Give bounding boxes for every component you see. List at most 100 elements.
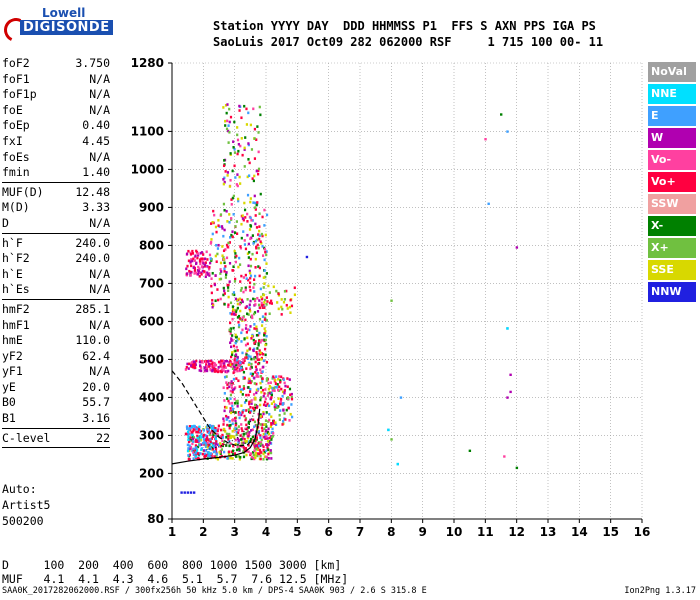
echo-pixel: [214, 442, 218, 446]
echo-pixel: [256, 358, 259, 362]
echo-pixel: [248, 361, 251, 365]
echo-pixel: [265, 425, 268, 428]
echo-pixel: [235, 232, 239, 236]
legend-item: NoVal: [648, 62, 696, 82]
echo-pixel: [211, 232, 214, 236]
parameter-row: hmF1 N/A: [2, 318, 110, 334]
echo-pixel: [221, 245, 224, 248]
echo-pixel: [236, 366, 239, 370]
echo-pixel: [229, 361, 232, 365]
echo-pixel: [279, 380, 282, 384]
echo-pixel: [255, 350, 258, 354]
echo-pixel: [246, 432, 249, 436]
echo-pixel: [247, 357, 250, 360]
echo-pixel: [198, 443, 201, 447]
echo-pixel: [222, 234, 225, 238]
parameter-row: fxI 4.45: [2, 134, 110, 150]
echo-pixel: [241, 368, 244, 372]
echo-pixel: [255, 406, 259, 409]
echo-pixel: [242, 432, 246, 436]
echo-pixel: [260, 301, 263, 305]
echo-pixel: [229, 152, 232, 155]
echo-pixel: [249, 289, 252, 292]
echo-pixel: [196, 434, 199, 438]
echo-pixel: [187, 447, 190, 450]
echo-pixel: [243, 376, 246, 380]
echo-pixel: [263, 301, 266, 304]
echo-pixel: [193, 272, 196, 275]
parameter-row: B1 3.16: [2, 411, 110, 427]
echo-pixel: [246, 427, 249, 431]
echo-pixel: [221, 227, 224, 230]
echo-pixel: [228, 120, 231, 124]
polarization-legend: NoVal NNE E W Vo- Vo+ SSW X- X+ SSE NNW: [648, 62, 696, 304]
echo-pixel: [240, 286, 243, 290]
echo-pixel: [228, 185, 232, 188]
echo-pixel: [211, 221, 214, 224]
echo-pixel: [228, 241, 232, 244]
echo-pixel: [268, 451, 271, 454]
echo-pixel: [191, 435, 194, 438]
parameter-separator: [2, 232, 110, 234]
parameter-row: foEs N/A: [2, 150, 110, 166]
echo-pixel: [249, 405, 252, 409]
echo-pixel: [201, 361, 204, 364]
echo-pixel: [255, 391, 258, 395]
echo-pixel: [254, 257, 257, 261]
echo-pixel: [248, 285, 251, 289]
echo-pixel: [241, 429, 244, 433]
echo-pixel: [268, 412, 271, 416]
echo-pixel: [253, 323, 256, 326]
echo-pixel: [212, 444, 215, 447]
echo-pixel: [253, 327, 256, 330]
echo-pixel: [282, 300, 286, 304]
echo-pixel: [269, 381, 272, 385]
echo-pixel: [256, 238, 259, 242]
echo-pixel: [248, 390, 252, 393]
echo-pixel: [207, 454, 210, 457]
echo-pixel: [289, 412, 292, 416]
echo-pixel: [228, 402, 231, 405]
echo-pixel: [184, 368, 187, 371]
echo-pixel: [233, 249, 236, 253]
echo-pixel: [234, 252, 237, 255]
parameter-name: yE: [2, 379, 16, 394]
echo-pixel: [265, 250, 268, 253]
echo-pixel: [228, 444, 231, 448]
echo-pixel: [201, 452, 204, 456]
echo-pixel: [261, 423, 264, 426]
echo-pixel: [240, 340, 243, 343]
echo-pixel: [283, 391, 286, 394]
echo-pixel: [257, 430, 261, 433]
echo-pixel: [261, 254, 265, 257]
echo-pixel: [245, 453, 248, 457]
echo-pixel: [249, 257, 252, 261]
echo-pixel: [222, 362, 225, 365]
parameter-row: foF2 3.750: [2, 56, 110, 72]
echo-pixel: [245, 367, 248, 370]
echo-pixel: [192, 428, 195, 431]
x-tick-label: 15: [602, 525, 619, 539]
echo-pixel: [246, 312, 249, 316]
echo-pixel: [224, 124, 227, 127]
echo-pixel: [215, 452, 218, 456]
parameter-value: N/A: [89, 71, 110, 86]
echo-pixel: [260, 297, 264, 301]
echo-pixel: [254, 303, 257, 306]
echo-pixel: [263, 282, 266, 285]
parameter-value: N/A: [89, 215, 110, 230]
echo-pixel: [228, 328, 231, 332]
echo-pixel: [263, 435, 266, 439]
echo-pixel: [233, 368, 236, 372]
echo-pixel: [227, 283, 230, 287]
parameter-value: N/A: [89, 87, 110, 102]
echo-pixel: [263, 269, 266, 272]
echo-pixel: [220, 363, 223, 366]
echo-pixel: [231, 404, 234, 408]
parameter-name: foEs: [2, 149, 30, 164]
echo-pixel: [261, 338, 264, 342]
echo-pixel: [218, 451, 221, 454]
echo-pixel: [223, 176, 226, 180]
echo-pixel: [258, 237, 261, 241]
